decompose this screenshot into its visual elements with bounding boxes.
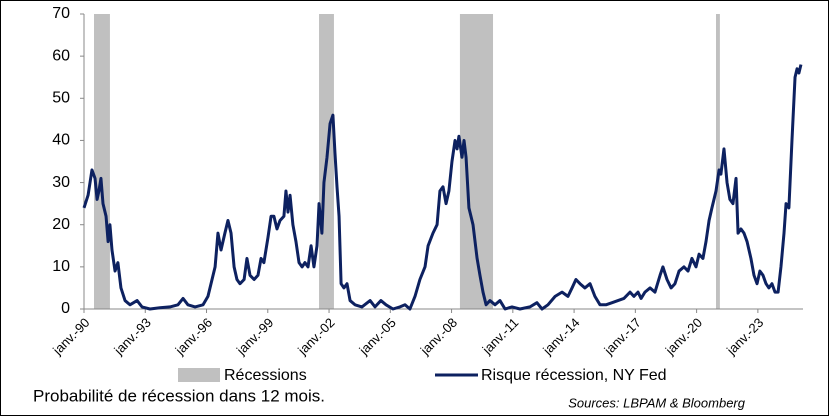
recession-band	[716, 14, 720, 309]
y-tick-label: 70	[52, 5, 70, 22]
legend-swatch	[178, 368, 220, 382]
y-tick-label: 60	[52, 47, 70, 64]
y-tick-label: 0	[61, 300, 70, 317]
line-series	[82, 64, 803, 311]
chart-title: Probabilité de récession dans 12 mois.	[33, 386, 325, 405]
source: Sources: LBPAM & Bloomberg	[568, 395, 746, 410]
legend-label: Récessions	[224, 367, 307, 384]
legend-label: Risque récession, NY Fed	[481, 367, 667, 384]
y-tick-label: 10	[52, 258, 70, 275]
y-tick-label: 20	[52, 216, 70, 233]
y-tick-label: 30	[52, 174, 70, 191]
recession-band	[94, 14, 110, 309]
y-tick-label: 50	[52, 90, 70, 107]
y-tick-label: 40	[52, 132, 70, 149]
